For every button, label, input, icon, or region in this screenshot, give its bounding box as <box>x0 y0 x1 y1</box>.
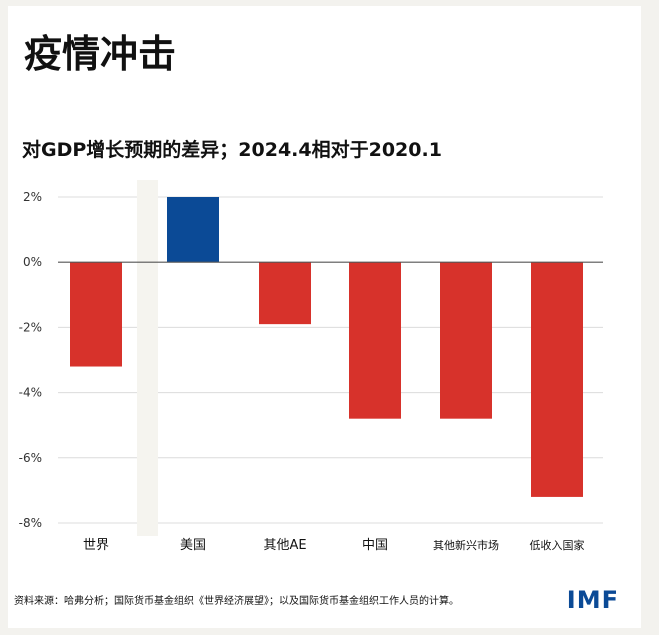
x-category-label: 其他AE <box>263 538 306 553</box>
x-category-label: 其他新兴市场 <box>433 538 499 552</box>
y-tick-label: 0% <box>23 255 42 269</box>
y-tick-label: -8% <box>19 516 42 530</box>
bar-2 <box>167 197 219 263</box>
y-tick-label: -4% <box>19 386 42 400</box>
y-tick-label: -6% <box>19 451 42 465</box>
x-category-label: 中国 <box>362 538 388 553</box>
bar-3 <box>259 262 311 325</box>
bar-6 <box>531 262 583 497</box>
source-note: 资料来源：哈弗分析；国际货币基金组织《世界经济展望》；以及国际货币基金组织工作人… <box>14 596 459 607</box>
x-category-label: 世界 <box>83 538 109 553</box>
column-separator <box>137 180 158 536</box>
imf-logo: IMF <box>566 586 619 614</box>
chart-subtitle: 对GDP增长预期的差异；2024.4相对于2020.1 <box>22 139 442 161</box>
y-tick-label: -2% <box>19 320 42 334</box>
bar-1 <box>70 262 122 367</box>
bar-4 <box>349 262 401 419</box>
page-title: 疫情冲击 <box>14 22 232 94</box>
x-category-label: 美国 <box>180 538 206 553</box>
x-category-label: 低收入国家 <box>530 538 585 552</box>
bar-5 <box>440 262 492 419</box>
y-tick-label: 2% <box>23 190 42 204</box>
